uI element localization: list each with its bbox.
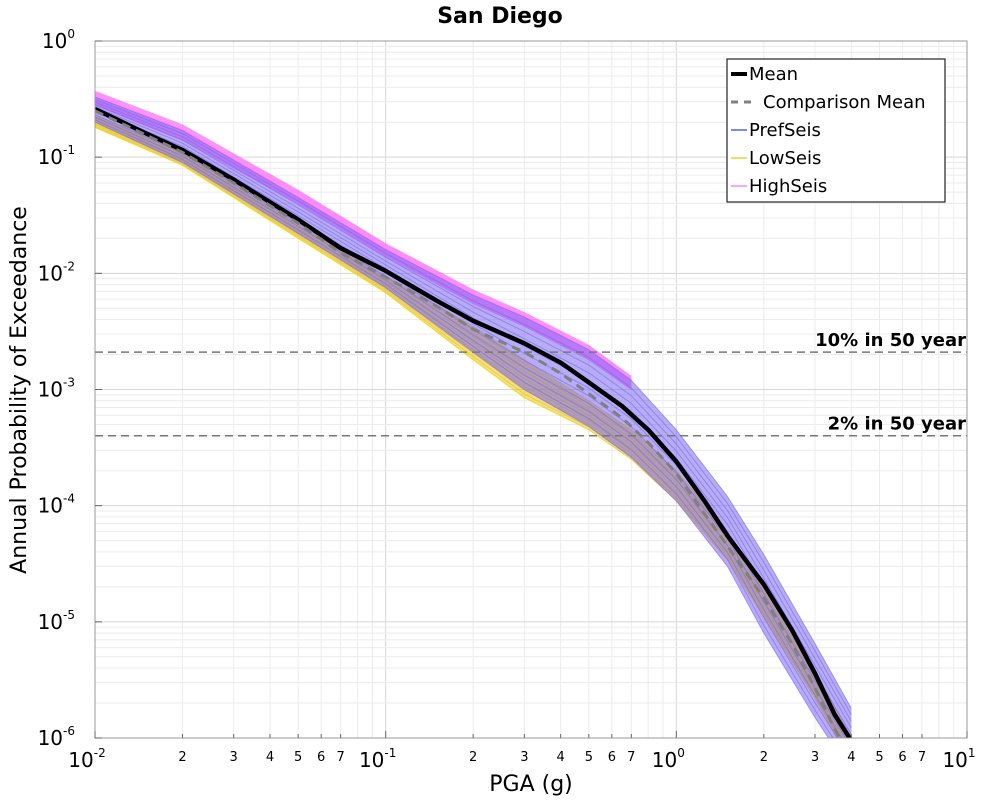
x-minor-tick-label: 4	[557, 750, 565, 765]
band-curve	[95, 93, 632, 380]
band-curve	[95, 101, 852, 722]
x-minor-tick-label: 2	[760, 750, 768, 765]
x-minor-tick-label: 2	[469, 750, 477, 765]
x-minor-tick-label: 4	[266, 750, 274, 765]
x-minor-tick-label: 2	[178, 750, 186, 765]
reference-lines: 10% in 50 year 2% in 50 year	[95, 330, 967, 437]
x-minor-tick-label: 7	[918, 750, 926, 765]
x-minor-tick-label: 3	[230, 750, 238, 765]
x-minor-tick-label: 3	[811, 750, 819, 765]
band-curve	[95, 104, 852, 728]
mean-lines	[95, 106, 853, 738]
reference-line-label: 10% in 50 year	[815, 330, 966, 351]
band-curve	[95, 90, 632, 377]
legend-label: HighSeis	[749, 176, 827, 197]
x-minor-tick-label: 5	[294, 750, 302, 765]
legend-label: Comparison Mean	[763, 92, 926, 113]
series-line-mean	[95, 106, 853, 738]
legend: Mean Comparison Mean PrefSeis LowSeis HighSe…	[726, 58, 946, 203]
x-axis-label: PGA (g)	[489, 772, 573, 797]
y-axis-label: Annual Probability of Exceedance	[7, 206, 32, 574]
x-minor-tick-label: 3	[520, 750, 528, 765]
chart-title: San Diego	[437, 4, 563, 29]
y-tick-label: 10-6	[38, 724, 75, 750]
band-prefseis	[95, 96, 852, 738]
x-minor-tick-label: 7	[337, 750, 345, 765]
x-minor-tick-label: 7	[627, 750, 635, 765]
band-curve	[95, 96, 852, 709]
x-tick-label: 10-2	[68, 746, 105, 772]
y-tick-label: 10-5	[38, 608, 75, 634]
x-minor-tick-label: 6	[317, 750, 325, 765]
x-minor-tick-label: 4	[847, 750, 855, 765]
x-tick-label: 10-1	[359, 746, 396, 772]
band-curve	[95, 121, 830, 738]
band-curve	[95, 116, 838, 738]
x-minor-tick-label: 5	[875, 750, 883, 765]
x-tick-label: 101	[942, 746, 975, 772]
band-curve	[95, 109, 851, 738]
band-curve	[95, 119, 834, 738]
y-tick-label: 10-4	[38, 492, 75, 518]
axis-ticks: 10-2 2 3 4 5 6 7 10-1 2 3 4 5 6 7 100 2 3 4 5 6 7 10110010-11…	[38, 27, 976, 772]
legend-box	[726, 58, 946, 203]
band-curve	[95, 99, 852, 716]
reference-line-label: 2% in 50 year	[828, 414, 966, 435]
y-tick-label: 10-3	[38, 376, 75, 402]
band-curve	[95, 92, 632, 379]
legend-label: PrefSeis	[749, 120, 821, 141]
x-minor-tick-label: 6	[608, 750, 616, 765]
scenario-bands	[95, 90, 852, 738]
legend-label: LowSeis	[749, 148, 821, 169]
y-tick-label: 10-2	[38, 259, 75, 285]
y-tick-label: 100	[42, 27, 75, 53]
y-tick-label: 10-1	[38, 143, 75, 169]
x-minor-tick-label: 5	[585, 750, 593, 765]
x-minor-tick-label: 6	[898, 750, 906, 765]
legend-label: Mean	[749, 64, 798, 85]
x-tick-label: 100	[652, 746, 685, 772]
